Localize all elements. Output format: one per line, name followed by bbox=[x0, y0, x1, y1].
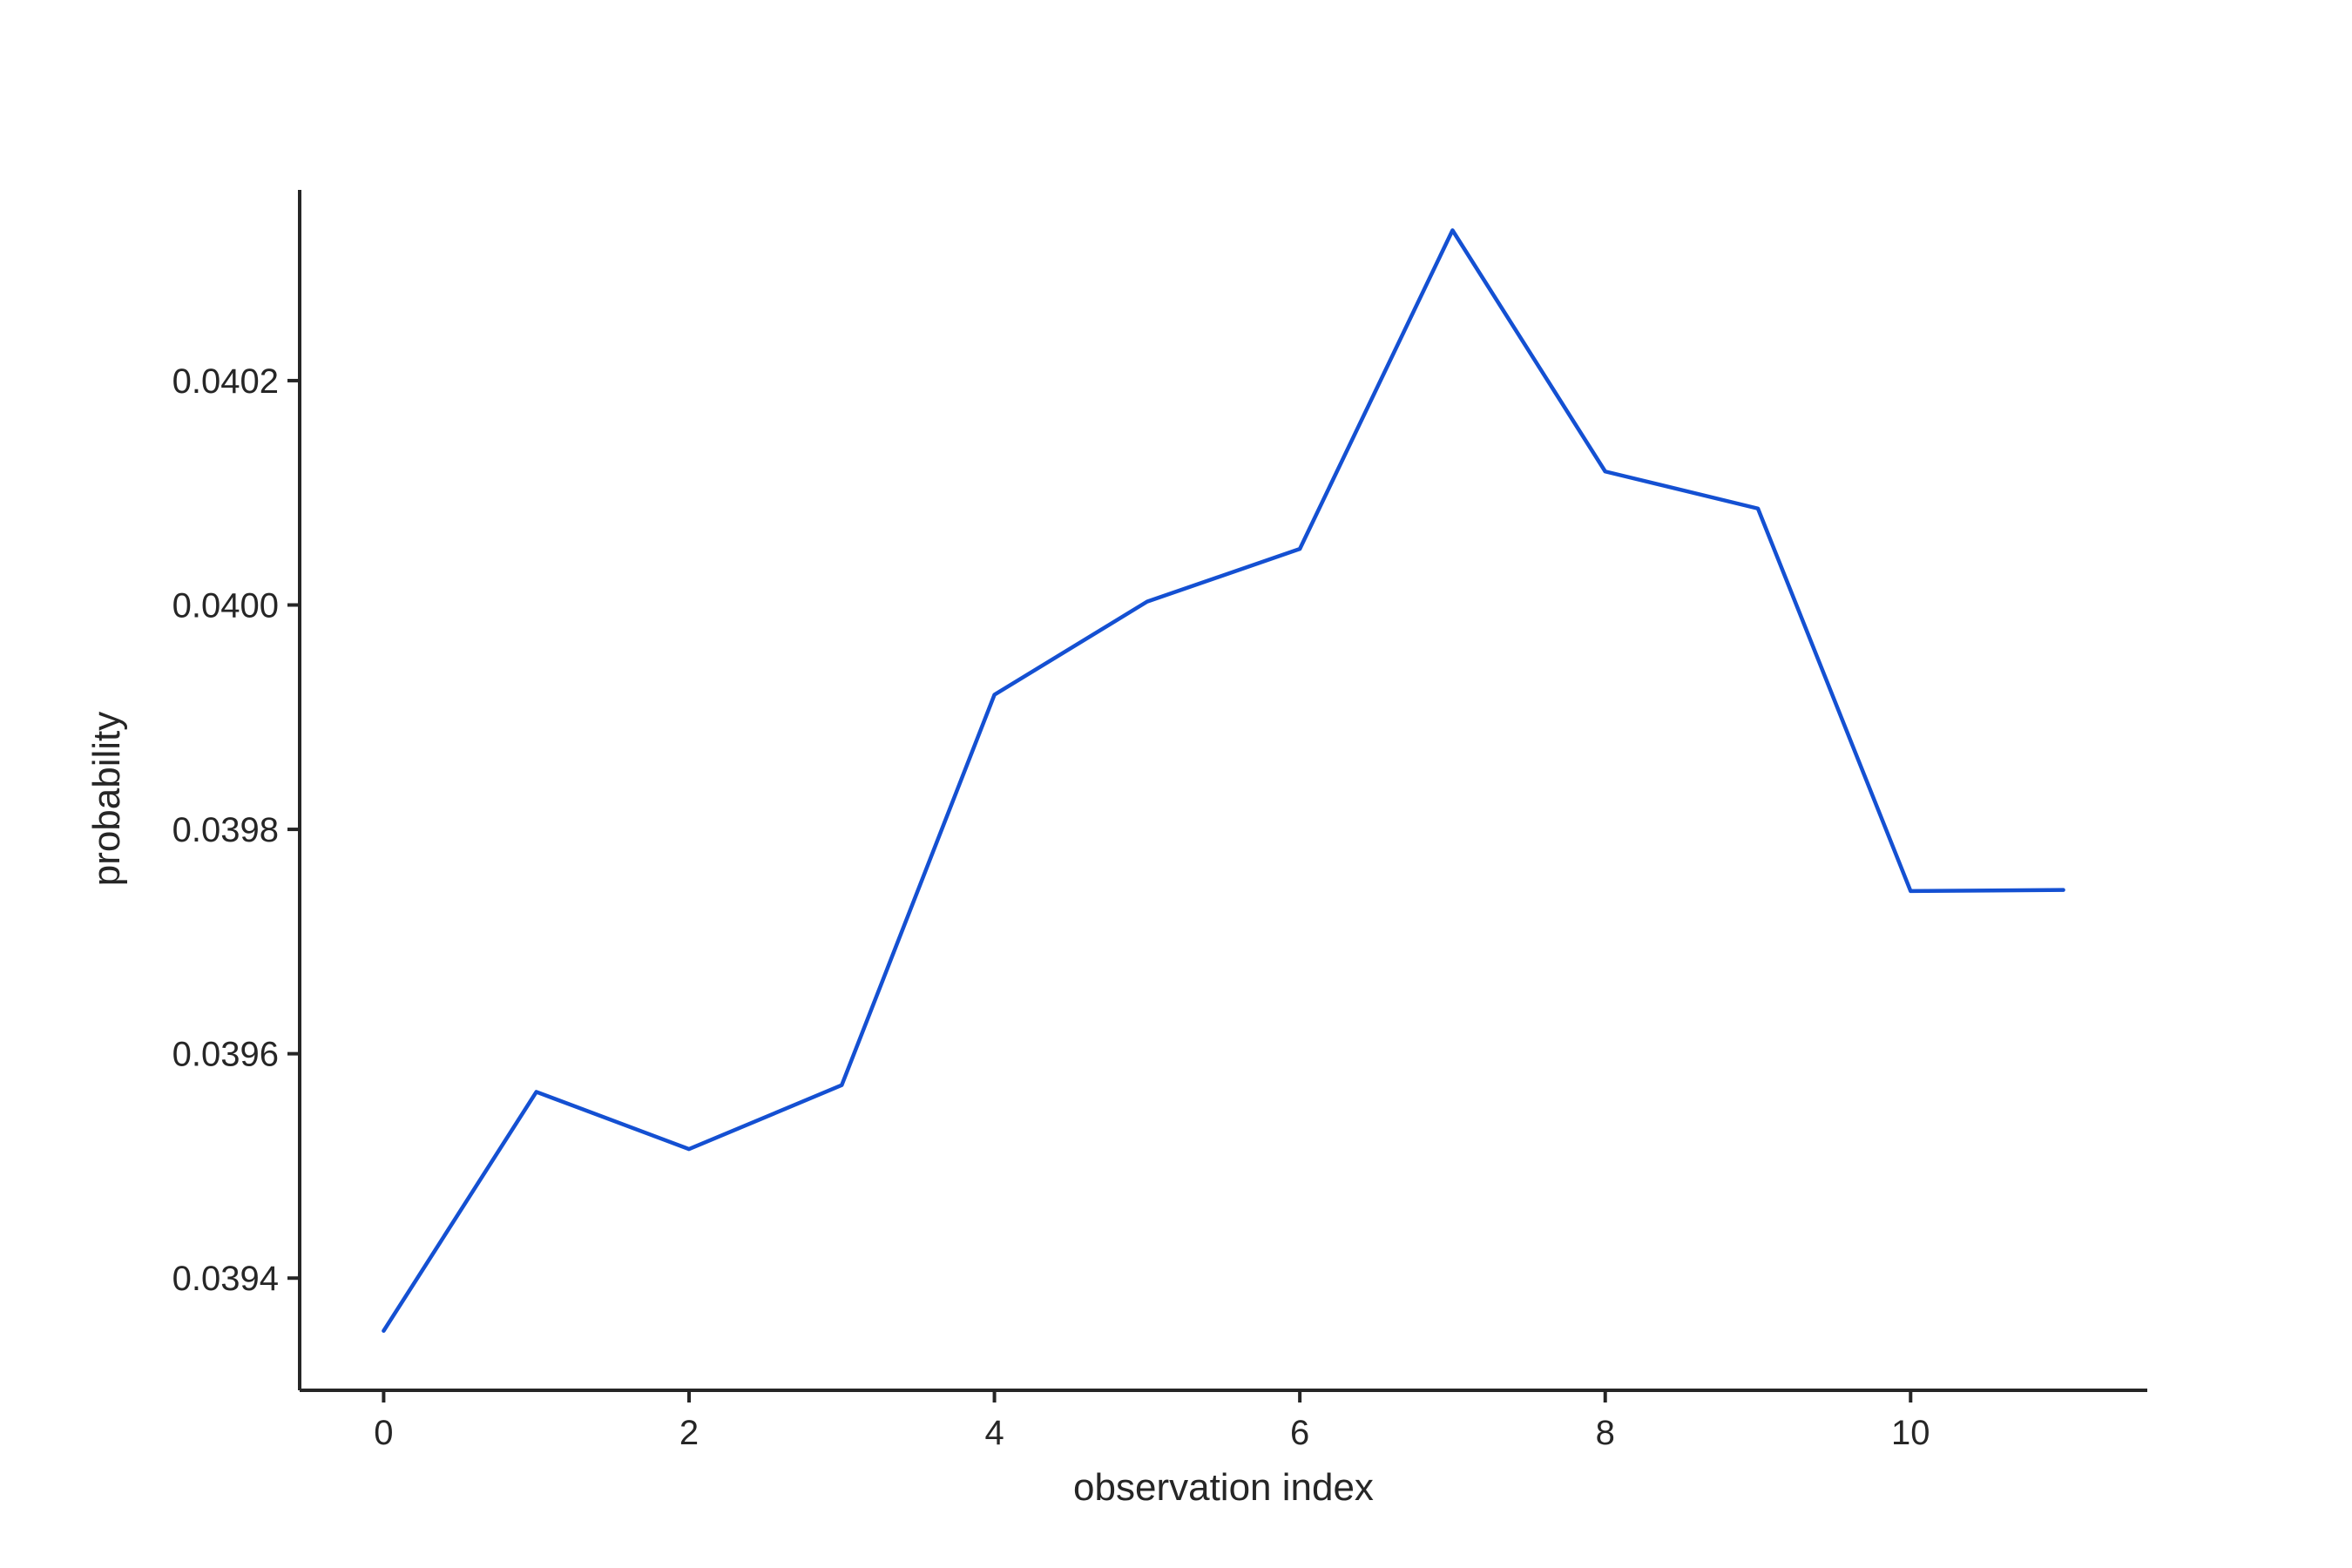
data-point bbox=[381, 1328, 386, 1334]
x-tick-label: 4 bbox=[984, 1414, 1004, 1452]
x-axis-title: observation index bbox=[1073, 1466, 1374, 1509]
plot-area bbox=[381, 227, 2066, 1334]
x-tick-label: 10 bbox=[1891, 1414, 1930, 1452]
data-point bbox=[2061, 888, 2066, 893]
data-point bbox=[1755, 506, 1761, 511]
x-axis: 0 2 4 6 8 10 bbox=[300, 1389, 2147, 1452]
x-tick-label: 0 bbox=[374, 1414, 393, 1452]
data-point bbox=[1908, 889, 1913, 894]
y-axis-title: probability bbox=[85, 712, 128, 887]
series-line bbox=[382, 228, 2065, 1333]
data-point bbox=[992, 693, 997, 698]
data-point bbox=[1450, 227, 1455, 233]
y-tick-label: 0.0398 bbox=[172, 811, 279, 849]
x-tick-label: 2 bbox=[679, 1414, 699, 1452]
y-tick-label: 0.0402 bbox=[172, 362, 279, 401]
data-point bbox=[1145, 599, 1150, 605]
data-point bbox=[839, 1083, 844, 1088]
data-point bbox=[1603, 469, 1608, 474]
x-tick-label: 6 bbox=[1290, 1414, 1309, 1452]
y-tick-label: 0.0396 bbox=[172, 1036, 279, 1074]
data-point bbox=[1297, 546, 1302, 551]
data-point bbox=[534, 1089, 539, 1094]
y-tick-label: 0.0400 bbox=[172, 587, 279, 625]
data-point bbox=[686, 1146, 692, 1152]
y-tick-label: 0.0394 bbox=[172, 1260, 279, 1298]
x-tick-label: 8 bbox=[1596, 1414, 1615, 1452]
y-axis: 0.0394 0.0396 0.0398 0.0400 0.0402 bbox=[172, 190, 301, 1390]
